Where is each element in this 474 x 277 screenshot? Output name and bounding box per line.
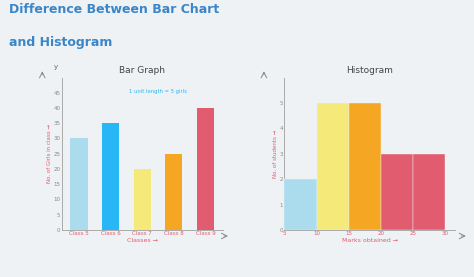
Text: Difference Between Bar Chart: Difference Between Bar Chart <box>9 3 220 16</box>
Bar <box>284 179 317 230</box>
Y-axis label: No. of Girls in class →: No. of Girls in class → <box>47 124 52 183</box>
Text: 1 unit length = 5 girls: 1 unit length = 5 girls <box>129 89 187 94</box>
Bar <box>70 138 88 230</box>
Text: y: y <box>54 64 58 70</box>
Bar <box>134 169 151 230</box>
Bar <box>317 103 349 230</box>
Title: Bar Graph: Bar Graph <box>119 66 165 75</box>
Bar <box>413 154 446 230</box>
X-axis label: Classes →: Classes → <box>127 238 158 243</box>
Text: and Histogram: and Histogram <box>9 36 113 49</box>
Bar <box>165 154 182 230</box>
X-axis label: Marks obtained →: Marks obtained → <box>342 238 398 243</box>
Bar <box>197 108 214 230</box>
Y-axis label: No. of students →: No. of students → <box>273 130 278 178</box>
Bar <box>349 103 381 230</box>
Bar <box>381 154 413 230</box>
Title: Histogram: Histogram <box>346 66 393 75</box>
Bar <box>102 123 119 230</box>
